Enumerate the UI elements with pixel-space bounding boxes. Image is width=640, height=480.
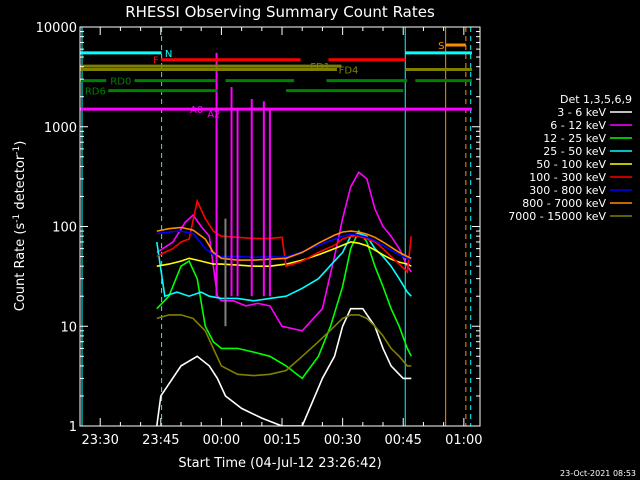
legend-label: 12 - 25 keV	[543, 132, 606, 145]
y-axis-label: Count Rate (s-1 detector-1)	[12, 141, 28, 312]
axes	[79, 26, 481, 427]
plot-frame	[79, 26, 481, 427]
legend-label: 800 - 7000 keV	[522, 197, 606, 210]
status-bar-label: RD0	[110, 77, 131, 88]
y-axis-label-sup: -1	[12, 146, 22, 155]
status-bar-label: S	[438, 41, 444, 52]
y-tick-label: 100	[52, 221, 77, 236]
vertical-markers	[81, 27, 472, 426]
status-bar-label: A0	[190, 105, 203, 116]
series-line-8	[156, 226, 412, 261]
status-bar-label: RD6	[85, 87, 106, 98]
x-tick-label: 00:45	[384, 433, 421, 448]
legend-label: 100 - 300 keV	[529, 171, 606, 184]
x-axis-label: Start Time (04-Jul-12 23:26:42)	[178, 456, 381, 471]
status-bar-label: FD4	[339, 65, 359, 76]
x-tick-label: 00:15	[263, 433, 300, 448]
series-group	[156, 170, 413, 426]
legend-label: 7000 - 15000 keV	[508, 210, 606, 223]
y-tick-label: 1	[69, 420, 77, 435]
y-tick-label: 10	[60, 320, 77, 335]
spike-group	[215, 52, 271, 327]
chart-title: RHESSI Observing Summary Count Rates	[125, 3, 435, 21]
x-tick-label: 00:30	[324, 433, 361, 448]
legend-label: 25 - 50 keV	[543, 145, 606, 158]
legend-label: 300 - 800 keV	[529, 184, 606, 197]
series-line-3	[156, 229, 413, 380]
x-tick-label: 00:00	[203, 433, 240, 448]
series-line-9	[156, 314, 412, 377]
y-axis-label-part: )	[13, 141, 28, 146]
legend-title: Det 1,3,5,6,9	[560, 93, 632, 106]
legend-label: 6 - 12 keV	[550, 119, 606, 132]
x-tick-label: 23:30	[81, 433, 118, 448]
series-line-2	[156, 170, 412, 332]
y-tick-label: 10000	[36, 21, 77, 36]
legend-label: 50 - 100 keV	[536, 158, 606, 171]
series-line-6	[156, 198, 413, 274]
series-line-4	[156, 232, 412, 302]
status-bar-label: N	[165, 49, 172, 60]
tick-labels: 23:30 23:45 00:00 00:15 00:30 00:45 01:00 1 10 10…	[36, 21, 483, 448]
y-tick-label: 1000	[44, 121, 77, 136]
legend-label: 3 - 6 keV	[557, 106, 606, 119]
series-line-1	[156, 307, 412, 426]
footer-timestamp: 23-Oct-2021 08:53	[560, 469, 636, 478]
status-bar-label: FD1	[310, 62, 330, 73]
status-bars: NF S FD1 FD4 RD0 RD6 A0 A2	[80, 41, 472, 121]
y-axis-label-part: detector	[13, 154, 28, 214]
y-axis-label-sup: -1	[12, 214, 22, 223]
x-tick-label: 23:45	[142, 433, 179, 448]
status-bar-label: F	[153, 56, 159, 67]
x-tick-label: 01:00	[445, 433, 482, 448]
y-axis-label-part: Count Rate (s	[13, 223, 28, 312]
status-bar-label: A2	[207, 110, 220, 121]
series-line-5	[156, 241, 412, 267]
